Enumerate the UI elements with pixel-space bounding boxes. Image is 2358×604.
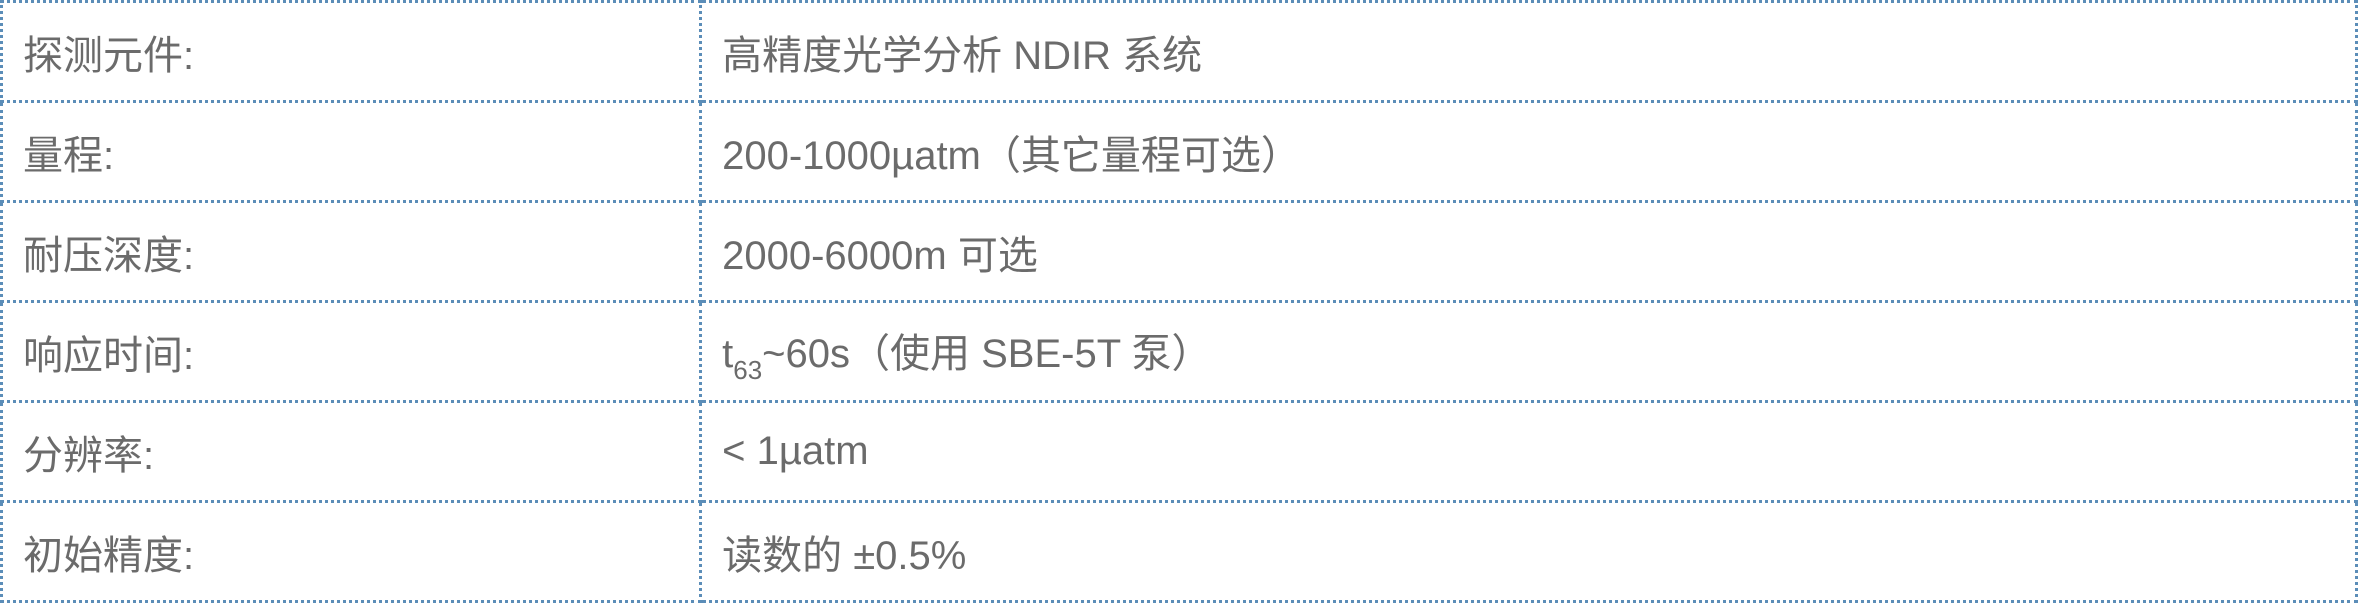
spec-table: 探测元件: 高精度光学分析 NDIR 系统 量程: 200-1000µatm（其… [0, 0, 2358, 603]
value-subscript: 63 [733, 355, 762, 385]
spec-label: 探测元件: [2, 2, 701, 102]
spec-label: 响应时间: [2, 302, 701, 402]
value-prefix: t [722, 332, 733, 376]
spec-label: 分辨率: [2, 402, 701, 502]
spec-label: 量程: [2, 102, 701, 202]
table-row: 响应时间: t63~60s（使用 SBE-5T 泵） [2, 302, 2357, 402]
table-row: 耐压深度: 2000-6000m 可选 [2, 202, 2357, 302]
spec-table-body: 探测元件: 高精度光学分析 NDIR 系统 量程: 200-1000µatm（其… [2, 2, 2357, 602]
table-row: 量程: 200-1000µatm（其它量程可选） [2, 102, 2357, 202]
spec-value: 读数的 ±0.5% [701, 502, 2357, 602]
spec-label: 耐压深度: [2, 202, 701, 302]
spec-value: < 1µatm [701, 402, 2357, 502]
table-row: 初始精度: 读数的 ±0.5% [2, 502, 2357, 602]
table-row: 探测元件: 高精度光学分析 NDIR 系统 [2, 2, 2357, 102]
spec-value: 2000-6000m 可选 [701, 202, 2357, 302]
spec-value: 高精度光学分析 NDIR 系统 [701, 2, 2357, 102]
spec-label: 初始精度: [2, 502, 701, 602]
value-suffix: ~60s（使用 SBE-5T 泵） [762, 332, 1211, 376]
spec-value: t63~60s（使用 SBE-5T 泵） [701, 302, 2357, 402]
table-row: 分辨率: < 1µatm [2, 402, 2357, 502]
spec-value: 200-1000µatm（其它量程可选） [701, 102, 2357, 202]
